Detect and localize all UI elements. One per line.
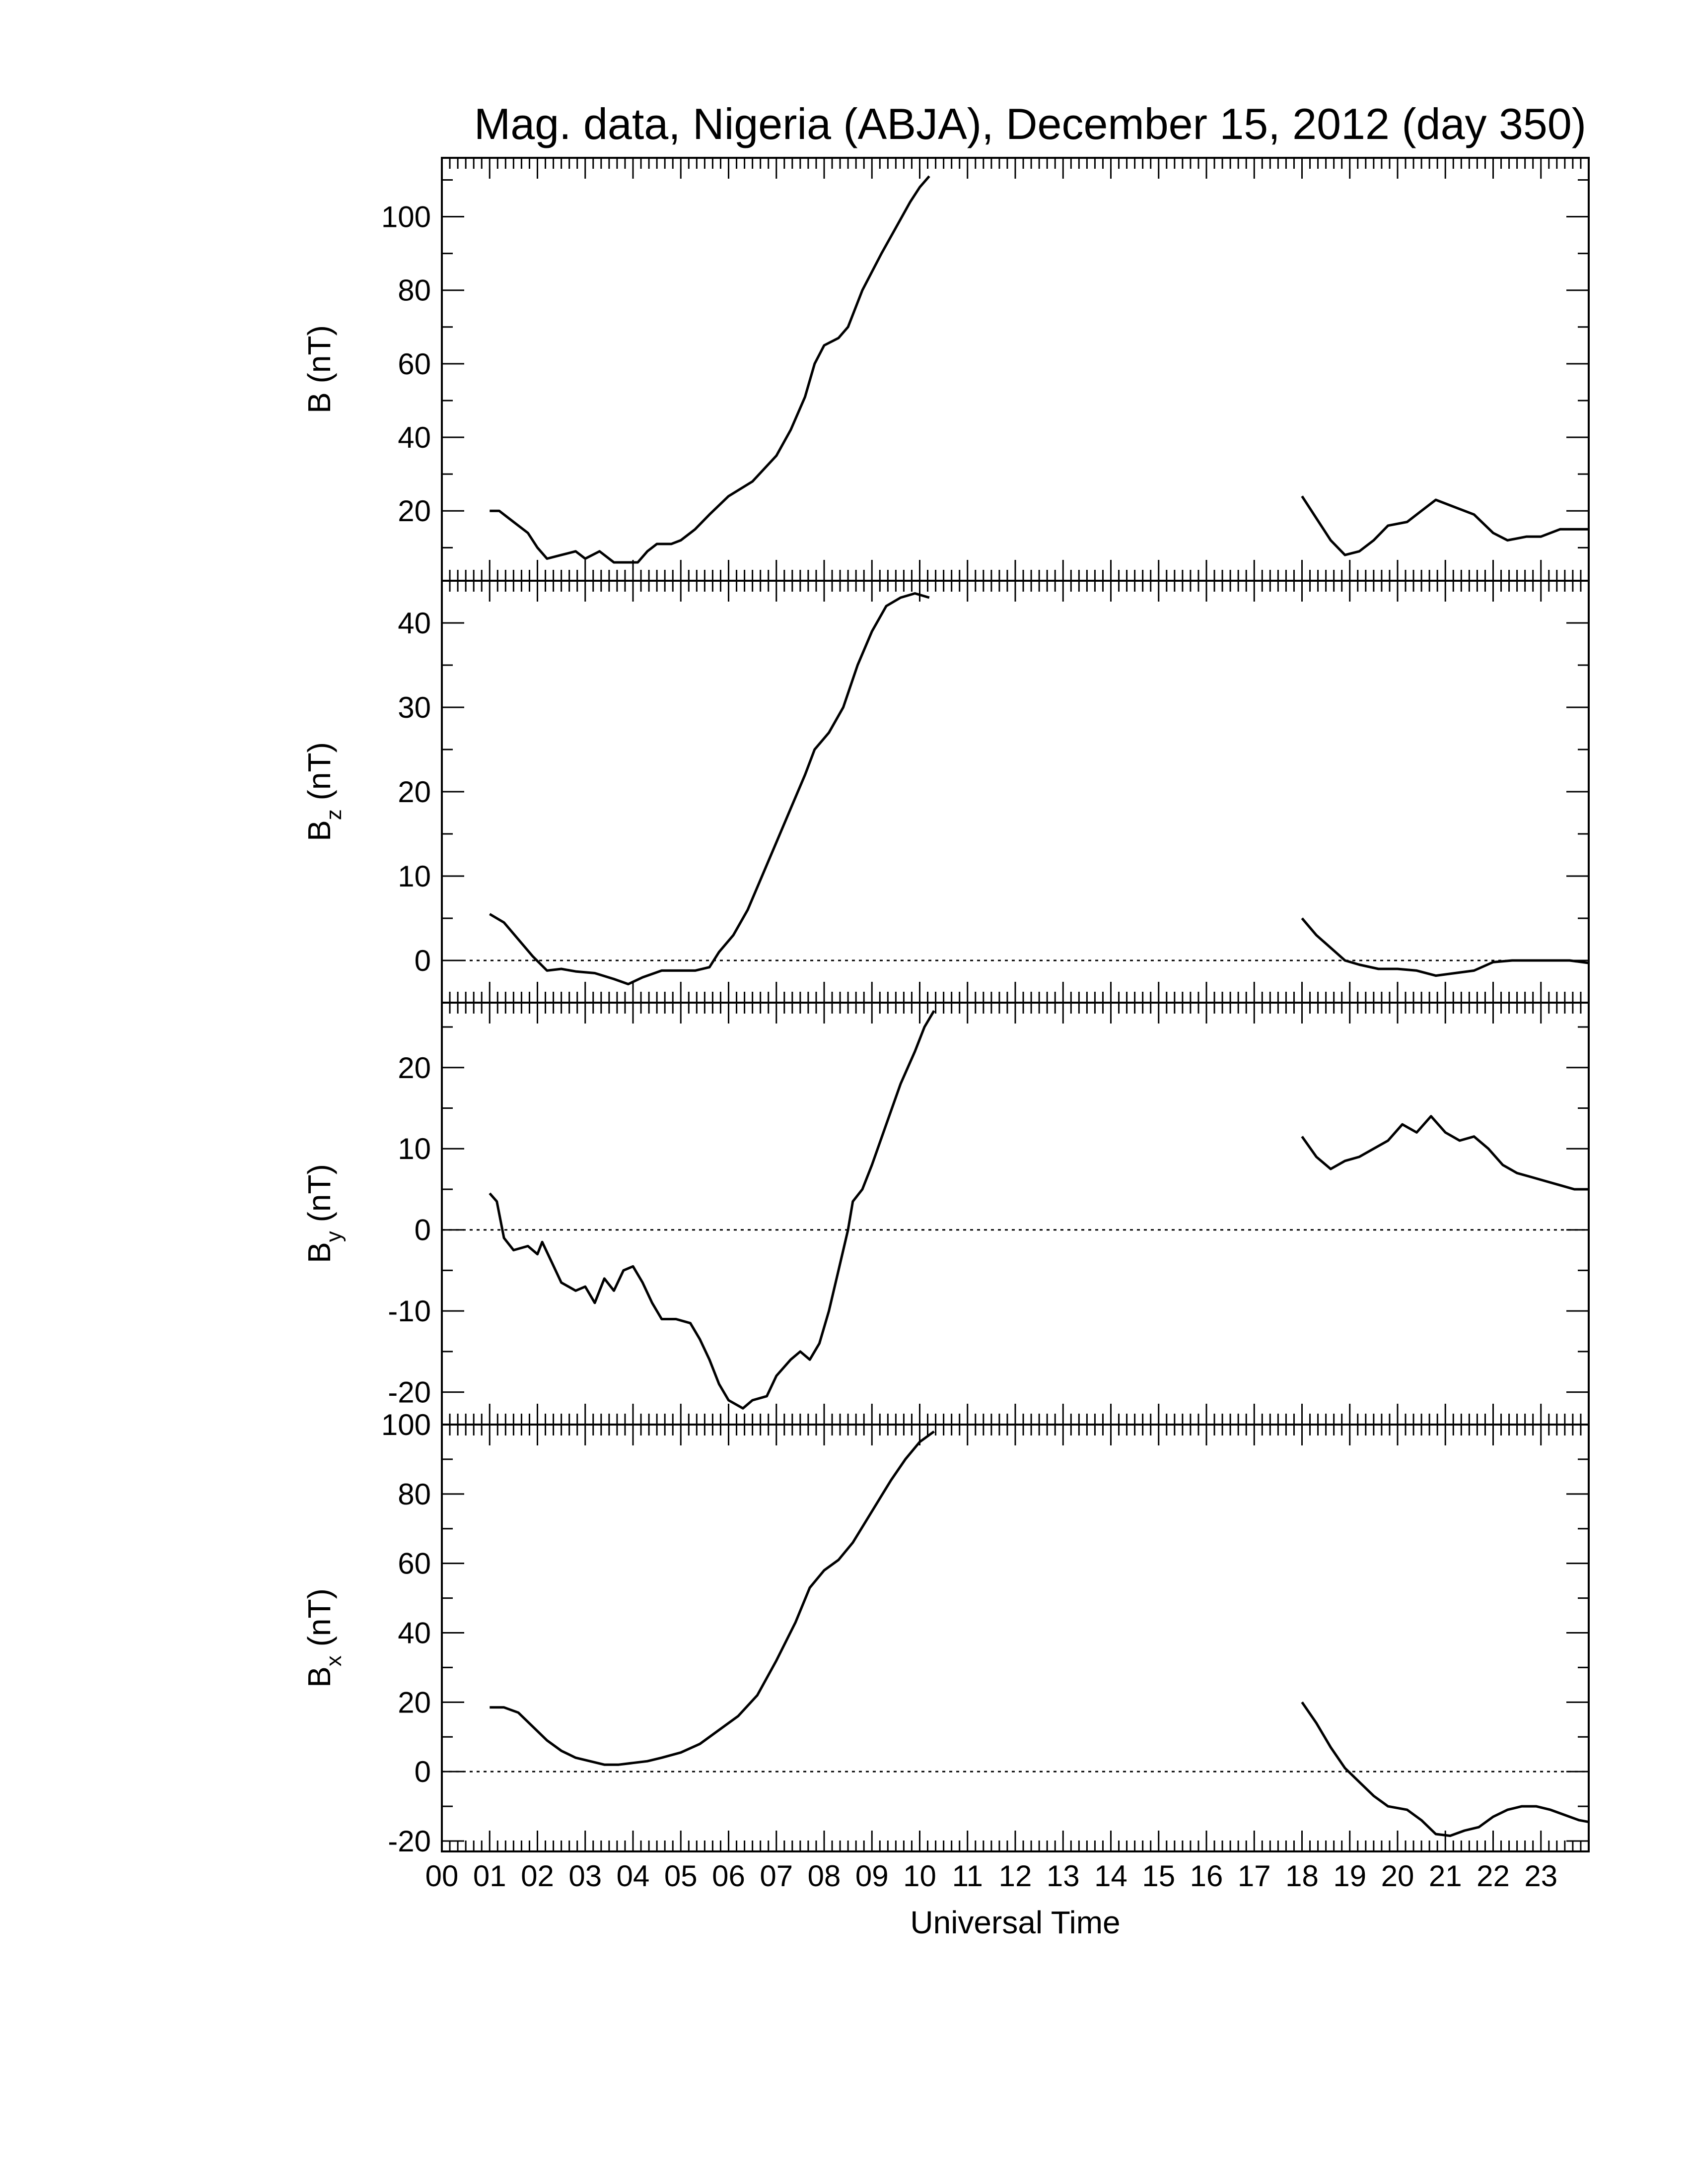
- x-tick-label: 17: [1238, 1859, 1271, 1893]
- y-tick-label: -20: [388, 1376, 431, 1409]
- series-line-B: [490, 175, 930, 564]
- panel-Bx: -20 0 20 40 60 80 100 Bx (nT): [301, 1408, 1590, 1858]
- series-line-Bz: [489, 592, 930, 986]
- y-axis-label: Bx (nT): [301, 1588, 346, 1688]
- series-line-By: [489, 1010, 935, 1410]
- y-axis-label-unit: (nT): [301, 1164, 337, 1231]
- x-tick-label: 06: [712, 1859, 745, 1893]
- y-axis-label-unit: (nT): [301, 742, 337, 809]
- panel-frame: [441, 1424, 1590, 1852]
- y-tick-label: 20: [398, 775, 431, 809]
- x-tick-label: 13: [1047, 1859, 1080, 1893]
- y-tick-label: 20: [398, 1051, 431, 1085]
- y-axis-label-main: B: [301, 1666, 337, 1688]
- series-line-Bx: [1301, 1701, 1589, 1837]
- y-axis-label-unit: (nT): [301, 325, 337, 392]
- y-axis-label-main: B: [301, 392, 337, 413]
- panel-frame: [441, 157, 1590, 582]
- x-tick-label: 20: [1381, 1859, 1414, 1893]
- y-axis-label: B (nT): [301, 325, 337, 413]
- x-tick-label: 22: [1477, 1859, 1510, 1893]
- y-axis-label-unit: (nT): [301, 1588, 337, 1655]
- x-tick-label: 07: [760, 1859, 793, 1893]
- x-tick-label: 02: [521, 1859, 554, 1893]
- y-tick-label: 0: [415, 944, 431, 977]
- x-axis-label: Universal Time: [910, 1905, 1120, 1940]
- y-tick-label: 20: [398, 494, 431, 528]
- x-tick-label: 11: [952, 1859, 983, 1893]
- series-line-B: [1301, 495, 1589, 556]
- series-line-Bz: [1301, 917, 1589, 977]
- y-tick-label: 40: [398, 607, 431, 640]
- panel-Bz: 0 10 20 30 40 Bz (nT): [301, 580, 1590, 1004]
- x-tick-label: 14: [1094, 1859, 1127, 1893]
- x-tick-label: 12: [999, 1859, 1032, 1893]
- x-tick-label: 23: [1524, 1859, 1557, 1893]
- x-axis: 00 01 02 03 04 05 06 07 08 09 10 11 12 13 14 15 16 17 18 19…: [425, 1859, 1558, 1893]
- panel-frame: [441, 1002, 1590, 1426]
- y-tick-label: 100: [381, 201, 431, 234]
- x-tick-label: 00: [425, 1859, 459, 1893]
- x-tick-label: 21: [1429, 1859, 1462, 1893]
- series-line-By: [1301, 1115, 1589, 1191]
- x-tick-label: 16: [1190, 1859, 1223, 1893]
- y-tick-label: 40: [398, 1617, 431, 1650]
- x-tick-label: 05: [664, 1859, 698, 1893]
- x-tick-label: 01: [473, 1859, 506, 1893]
- y-axis-label: By (nT): [301, 1164, 346, 1263]
- series-line-Bx: [490, 1430, 935, 1766]
- y-tick-label: 30: [398, 691, 431, 724]
- y-axis-label-subscript: y: [322, 1231, 346, 1242]
- x-tick-label: 04: [617, 1859, 650, 1893]
- y-axis-label-subscript: z: [322, 809, 346, 820]
- y-tick-label: 20: [398, 1686, 431, 1719]
- x-tick-label: 15: [1142, 1859, 1175, 1893]
- x-tick-label: 03: [568, 1859, 602, 1893]
- x-tick-label: 09: [855, 1859, 889, 1893]
- x-tick-label: 10: [903, 1859, 936, 1893]
- y-tick-label: 0: [415, 1755, 431, 1788]
- y-tick-label: -20: [388, 1825, 431, 1858]
- y-axis-label-main: B: [301, 820, 337, 841]
- y-tick-label: 60: [398, 347, 431, 381]
- y-tick-label: 100: [381, 1408, 431, 1441]
- y-tick-label: 0: [415, 1214, 431, 1247]
- y-tick-label: 10: [398, 860, 431, 893]
- chart-title: Mag. data, Nigeria (ABJA), December 15, …: [474, 99, 1586, 148]
- y-tick-label: 80: [398, 1478, 431, 1511]
- y-tick-label: 40: [398, 421, 431, 454]
- panel-By: -20 -10 0 10 20 By (nT): [301, 1002, 1590, 1426]
- y-axis-label: Bz (nT): [301, 742, 346, 841]
- x-tick-label: 08: [808, 1859, 841, 1893]
- y-tick-label: 80: [398, 274, 431, 307]
- x-tick-label: 19: [1333, 1859, 1366, 1893]
- x-tick-label: 18: [1285, 1859, 1319, 1893]
- panel-frame: [441, 580, 1590, 1004]
- y-tick-label: 10: [398, 1132, 431, 1165]
- y-axis-label-subscript: x: [322, 1655, 346, 1666]
- panel-B: 20 40 60 80 100 B (nT): [301, 157, 1590, 582]
- y-axis-label-main: B: [301, 1242, 337, 1263]
- y-tick-label: 60: [398, 1547, 431, 1580]
- y-tick-label: -10: [388, 1295, 431, 1328]
